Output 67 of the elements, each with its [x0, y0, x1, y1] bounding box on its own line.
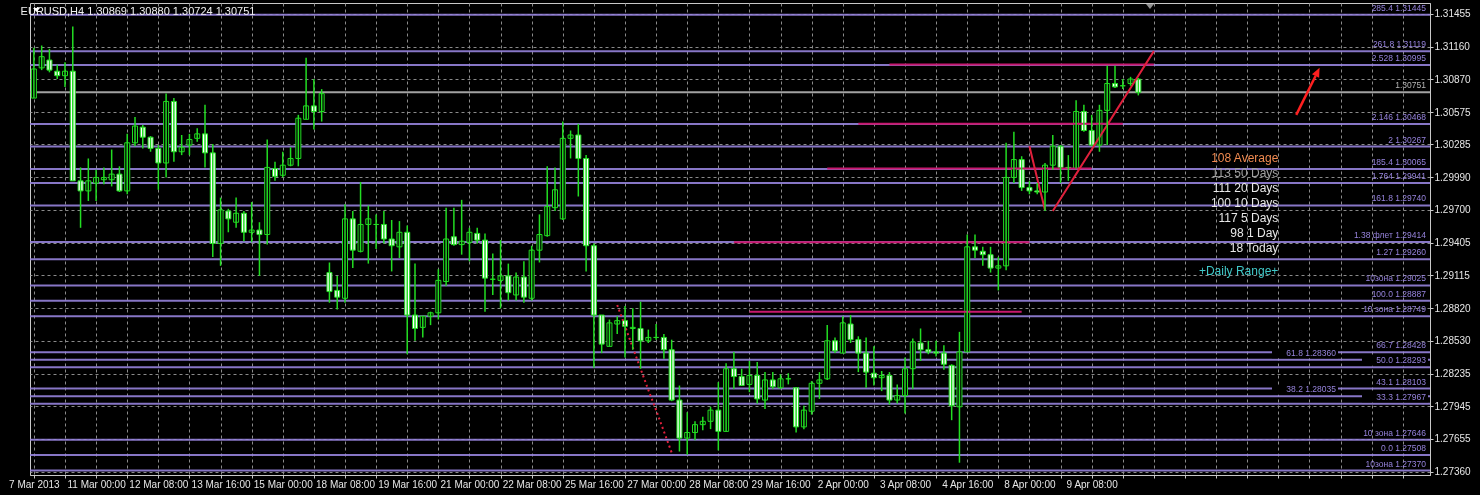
x-tick-label: 12 Mar 08:00 [129, 478, 189, 490]
ref-line-label: 10зона 1.29025 [1365, 273, 1427, 284]
x-tick-label: 25 Mar 16:00 [564, 478, 625, 490]
x-tick-label: 7 Mar 2013 [9, 478, 61, 490]
y-tick-label: 1.29405 [1434, 237, 1472, 249]
ref-line-label: 2 1.30267 [1388, 134, 1427, 145]
y-tick-label: 1.29115 [1434, 269, 1471, 281]
ref-line-label: 185.4 1.30065 [1371, 157, 1427, 168]
x-tick-label: 9 Apr 08:00 [1066, 478, 1119, 490]
annotation: 117 5 Days [1218, 211, 1279, 225]
ref-line-label: 10 зона 1.28749 [1363, 304, 1427, 315]
annotation: 108 Average [1211, 151, 1279, 165]
ref-line-label: 2.146 1.30468 [1371, 112, 1427, 123]
ref-line-label: 285.4 1.31445 [1371, 2, 1427, 13]
x-tick-label: 2 Apr 00:00 [817, 478, 870, 490]
y-tick-label: 1.27655 [1434, 433, 1472, 445]
x-tick-label: 29 Mar 16:00 [751, 478, 811, 490]
ref-line-label: 2.528 1.30995 [1371, 53, 1427, 64]
ref-line-label: 33.3 1.27967 [1376, 391, 1427, 402]
y-tick-label: 1.29700 [1434, 204, 1472, 216]
ref-line-label: 10 зона 1.27646 [1363, 427, 1427, 438]
line-series [616, 303, 673, 454]
x-tick-label: 3 Apr 08:00 [879, 478, 932, 490]
annotation: 111 20 Days [1212, 181, 1279, 195]
y-tick-label: 1.27945 [1434, 400, 1472, 412]
candlestick [933, 340, 940, 358]
candlestick [186, 133, 193, 156]
annotation: +Daily Range+ [1198, 264, 1279, 278]
x-tick-label: 27 Mar 00:00 [627, 478, 687, 490]
y-tick-label: 1.31160 [1434, 41, 1471, 53]
y-tick-label: 1.30285 [1434, 138, 1472, 150]
ref-line-label: 50.0 1.28293 [1376, 355, 1427, 366]
ref-line-label: 43.1 1.28103 [1376, 376, 1427, 387]
ref-line-label: 1.30751 [1395, 80, 1427, 91]
ref-line-label: 261.8 1.31119 [1372, 39, 1427, 50]
y-tick-label: 1.30870 [1434, 73, 1472, 85]
x-tick-label: 15 Mar 00:00 [253, 478, 314, 490]
y-tick-label: 1.28235 [1434, 368, 1472, 380]
x-tick-label: 13 Mar 16:00 [191, 478, 251, 490]
ref-line-label: 66.7 1.28428 [1376, 340, 1427, 351]
ref-line-label: 1.27 1.29260 [1376, 247, 1427, 258]
annotation: 18 Today [1229, 241, 1279, 255]
ref-line-label: 61.8 1.28360 [1286, 347, 1337, 358]
annotation: 98 1 Day [1230, 226, 1279, 240]
y-tick-label: 1.29990 [1434, 171, 1472, 183]
ref-line-label: 1.764 1.29941 [1371, 170, 1427, 181]
ref-line-label: 100.0 1.28887 [1371, 288, 1427, 299]
y-tick-label: 1.31455 [1434, 8, 1472, 20]
x-tick-label: 28 Mar 08:00 [689, 478, 749, 490]
ref-line-label: 0.0 1.27508 [1381, 443, 1427, 454]
x-tick-label: 8 Apr 00:00 [1004, 478, 1056, 490]
annotation: 113 50 Days [1211, 166, 1279, 180]
x-tick-label: 18 Mar 08:00 [316, 478, 376, 490]
y-tick-label: 1.28530 [1434, 335, 1472, 347]
x-tick-label: 4 Apr 16:00 [942, 478, 994, 490]
x-tick-label: 11 Mar 00:00 [67, 478, 127, 490]
ref-line-label: 10зона 1.27370 [1365, 458, 1427, 469]
x-tick-label: 22 Mar 08:00 [502, 478, 563, 490]
y-tick-label: 1.28820 [1434, 302, 1472, 314]
ref-line-label: 38.2 1.28035 [1286, 384, 1337, 395]
line-series [1051, 50, 1155, 213]
ref-line-label: 1.38 флет 1.29414 [1353, 229, 1427, 240]
y-tick-label: 1.30575 [1434, 106, 1472, 118]
x-tick-label: 19 Mar 16:00 [378, 478, 438, 490]
x-tick-label: 21 Mar 00:00 [440, 478, 500, 490]
ref-line-label: 161.8 1.29740 [1371, 193, 1427, 204]
y-tick-label: 1.27360 [1434, 466, 1472, 478]
